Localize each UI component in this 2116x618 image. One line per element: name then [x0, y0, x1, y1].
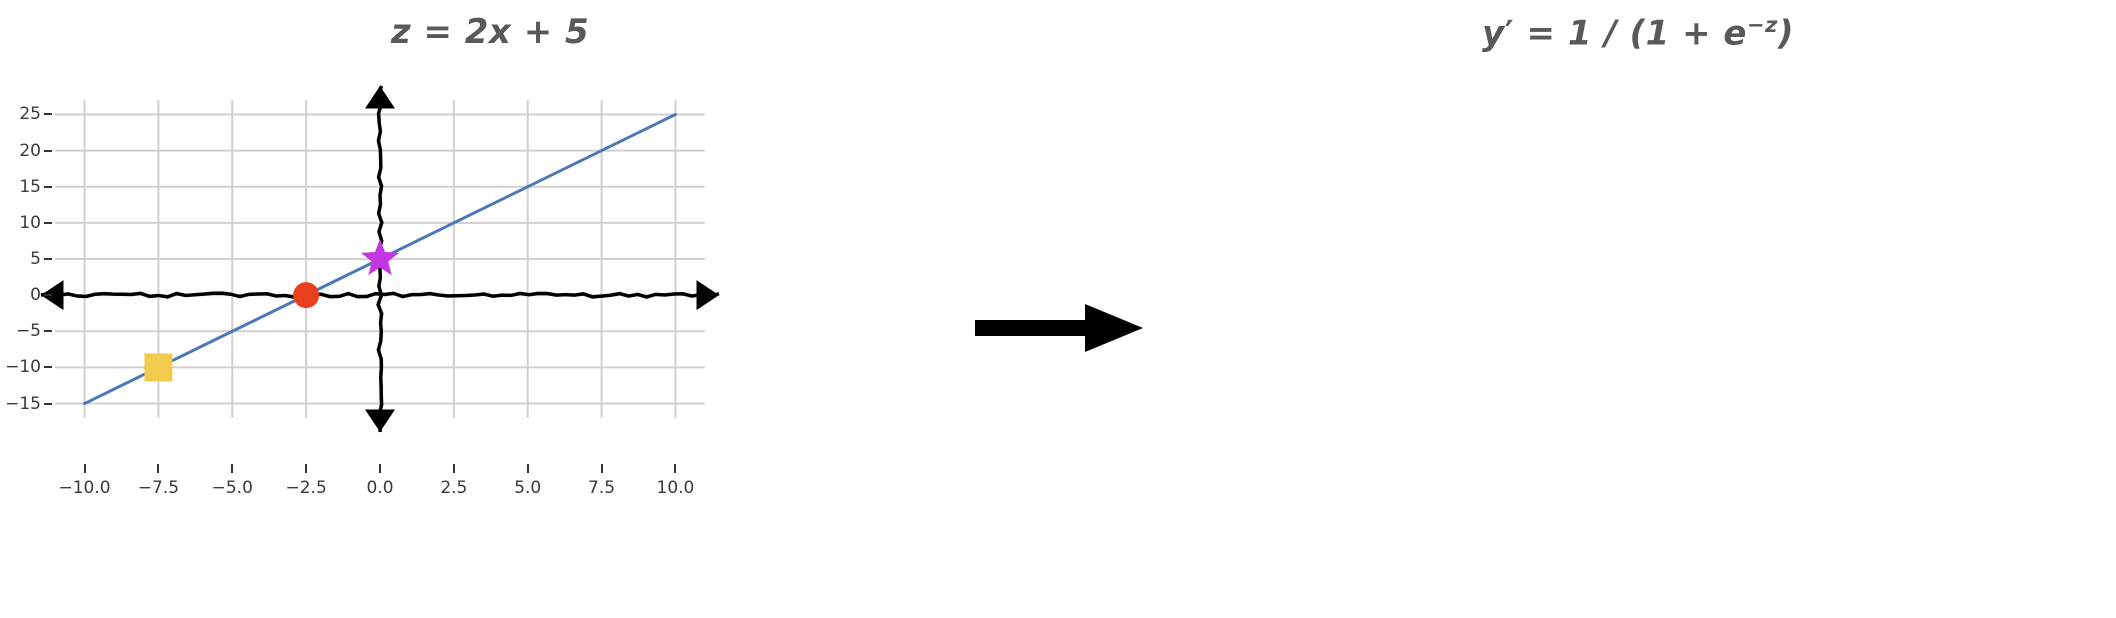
- x-tick-mark: [674, 464, 676, 473]
- x-tick-mark: [157, 464, 159, 473]
- x-tick-label: −7.5: [138, 478, 179, 498]
- y-tick-mark: [44, 222, 52, 224]
- y-tick-label: 0: [0, 285, 41, 305]
- y-tick-label: −15: [0, 394, 41, 414]
- x-tick-label: 7.5: [588, 478, 615, 498]
- x-tick-mark: [84, 464, 86, 473]
- y-tick-mark: [44, 403, 52, 405]
- x-tick-label: 5.0: [514, 478, 541, 498]
- x-tick-label: 0.0: [366, 478, 393, 498]
- left-chart-title-text: z = 2x + 5: [391, 12, 589, 52]
- x-tick-mark: [453, 464, 455, 473]
- right-chart-title: y′ = 1 / (1 + e−z): [1160, 12, 2116, 53]
- figure-root: z = 2x + 5 −15 −10 −5 0 5 10 15 20 25 −10.0 −7.5 −5…: [0, 0, 2116, 618]
- right-chart-title-y: y: [1482, 13, 1505, 53]
- right-chart-title-rest: = 1 / (1 + e: [1514, 13, 1747, 53]
- y-tick-label: −10: [0, 357, 41, 377]
- y-axis-arrow-up: [365, 86, 395, 109]
- yellow-square-marker: [144, 353, 172, 381]
- x-tick-label: −5.0: [212, 478, 253, 498]
- y-tick-mark: [44, 186, 52, 188]
- x-tick-label: 10.0: [657, 478, 695, 498]
- red-circle-marker: [293, 282, 319, 308]
- linear-plot: −15 −10 −5 0 5 10 15 20 25 −10.0 −7.5 −5.0 −2.5 0.0 2.…: [55, 100, 705, 418]
- x-tick-label: −2.5: [285, 478, 326, 498]
- right-chart-title-close: ): [1778, 13, 1794, 53]
- right-chart-title-exponent: −z: [1747, 12, 1778, 37]
- x-tick-mark: [231, 464, 233, 473]
- y-tick-mark: [44, 330, 52, 332]
- x-axis-arrow-right: [697, 280, 720, 310]
- left-chart-title: z = 2x + 5: [0, 12, 980, 52]
- y-tick-label: 10: [0, 213, 41, 233]
- right-arrow-icon: [975, 298, 1155, 358]
- y-tick-label: 20: [0, 141, 41, 161]
- y-tick-mark: [44, 150, 52, 152]
- y-tick-label: −5: [0, 321, 41, 341]
- x-tick-mark: [527, 464, 529, 473]
- y-tick-mark: [44, 113, 52, 115]
- y-tick-label: 15: [0, 177, 41, 197]
- y-tick-label: 25: [0, 104, 41, 124]
- x-tick-label: −10.0: [58, 478, 110, 498]
- y-tick-mark: [44, 294, 52, 296]
- right-chart-panel: y′ = 1 / (1 + e−z) 0.00.20.40.60.81.0−10…: [1160, 0, 2116, 618]
- right-chart-title-prime: ′: [1505, 13, 1514, 53]
- y-tick-mark: [44, 366, 52, 368]
- y-tick-label: 5: [0, 249, 41, 269]
- x-tick-label: 2.5: [440, 478, 467, 498]
- plot-canvas: [55, 100, 705, 418]
- x-tick-mark: [379, 464, 381, 473]
- x-tick-mark: [305, 464, 307, 473]
- left-chart-panel: z = 2x + 5 −15 −10 −5 0 5 10 15 20 25 −10.0 −7.5 −5…: [0, 0, 980, 618]
- y-axis-arrow-down: [365, 410, 395, 433]
- y-tick-mark: [44, 258, 52, 260]
- x-tick-mark: [601, 464, 603, 473]
